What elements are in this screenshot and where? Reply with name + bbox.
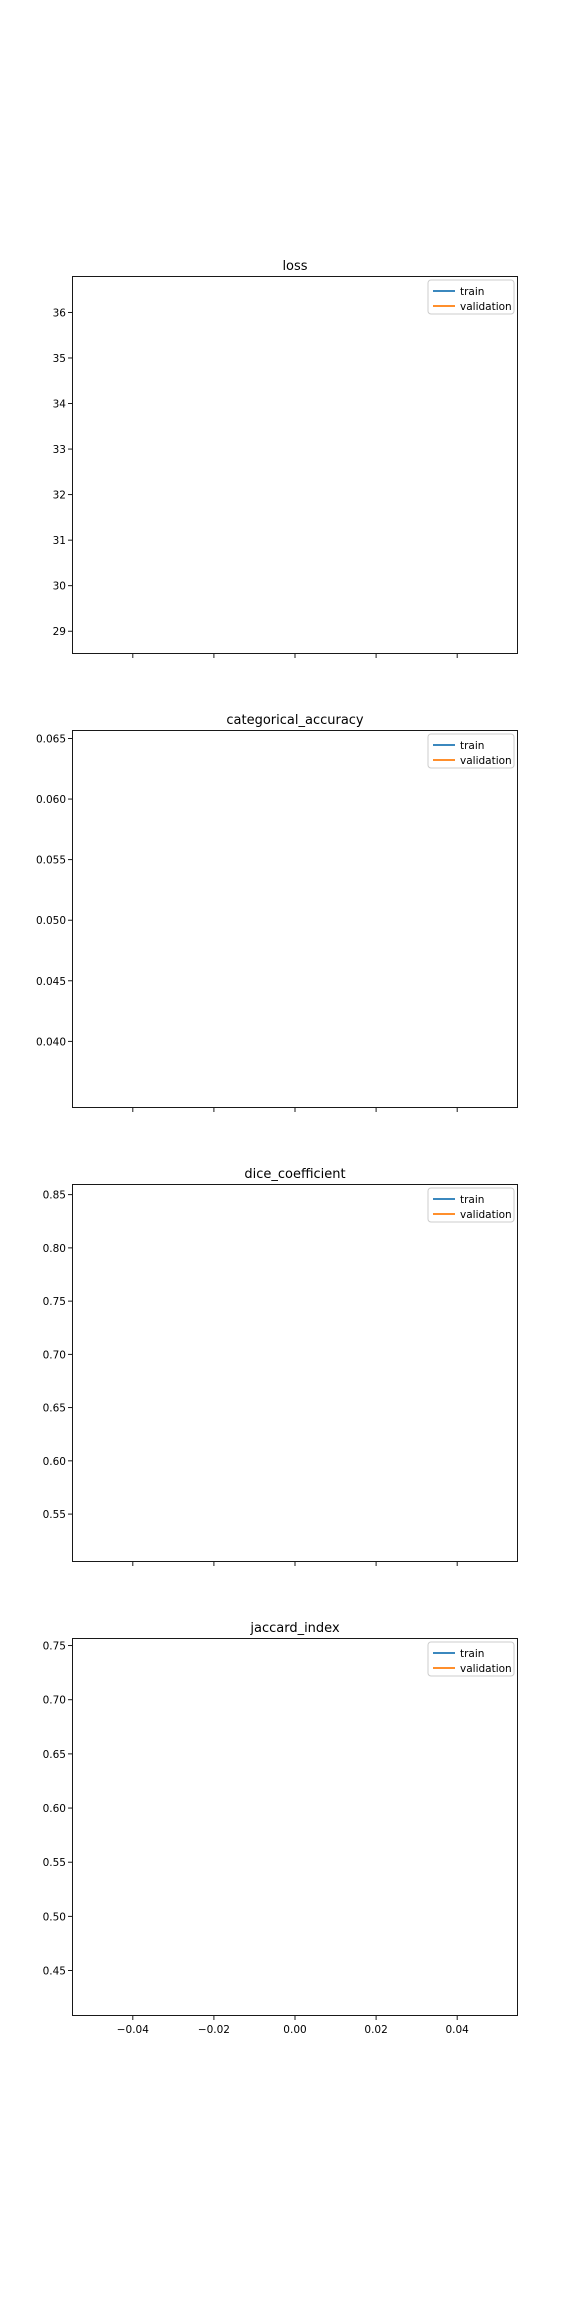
legend: train validation: [427, 1187, 515, 1223]
legend-label-train: train: [460, 740, 484, 752]
y-tick-label: 0.70: [43, 1695, 66, 1707]
y-tick-label: 0.80: [43, 1243, 66, 1255]
x-tick-label: 0.04: [445, 2024, 469, 2036]
y-tick-label: 0.060: [36, 794, 66, 806]
y-tick-label: 0.050: [36, 915, 66, 927]
legend-label-validation: validation: [460, 1663, 512, 1675]
y-tick-label: 0.65: [43, 1749, 66, 1761]
y-tick-label: 0.85: [43, 1190, 66, 1202]
y-tick-label: 32: [53, 490, 66, 502]
legend-label-validation: validation: [460, 755, 512, 767]
y-tick-label: 33: [53, 444, 66, 456]
legend: train validation: [427, 733, 515, 769]
y-tick-label: 0.040: [36, 1036, 66, 1048]
chart-title: jaccard_index: [249, 1621, 340, 1636]
axes-frame: [72, 276, 518, 654]
subplot-2: categorical_accuracy 0.040 0.045 0.050 0.055…: [36, 713, 518, 1112]
axes-frame: [72, 730, 518, 1108]
legend: train validation: [427, 1641, 515, 1677]
x-tick-label: 0.00: [283, 2024, 306, 2036]
y-tick-label: 35: [53, 353, 66, 365]
legend-label-validation: validation: [460, 301, 512, 313]
legend-label-train: train: [460, 1194, 484, 1206]
subplot-3: dice_coefficient 0.55 0.60 0.65 0.70 0.75 0.80…: [43, 1167, 518, 1566]
legend: train validation: [427, 279, 515, 315]
y-tick-label: 0.65: [43, 1403, 66, 1415]
y-tick-label: 0.065: [36, 733, 66, 745]
chart-title: dice_coefficient: [244, 1167, 345, 1182]
legend-label-validation: validation: [460, 1209, 512, 1221]
y-tick-label: 0.70: [43, 1349, 66, 1361]
chart-title: categorical_accuracy: [226, 713, 364, 728]
subplot-4: jaccard_index 0.45 0.50 0.55 0.60 0.65 0.70 0.7…: [43, 1621, 518, 2036]
x-tick-label: −0.04: [117, 2024, 149, 2036]
x-tick-label: 0.02: [364, 2024, 387, 2036]
subplot-1: loss 29 30 31 32 33 34 35 36 train validation: [53, 259, 518, 658]
subplot-panels: loss2930313233343536trainvalidationcateg…: [36, 259, 518, 2036]
y-tick-label: 0.055: [36, 855, 66, 867]
y-tick-label: 0.50: [43, 1911, 66, 1923]
legend-label-train: train: [460, 286, 484, 298]
legend-label-train: train: [460, 1648, 484, 1660]
y-tick-label: 34: [53, 399, 67, 411]
y-tick-label: 31: [53, 535, 66, 547]
y-tick-label: 0.75: [43, 1641, 66, 1653]
y-tick-label: 36: [53, 307, 67, 319]
y-tick-label: 30: [53, 581, 66, 593]
x-tick-label: −0.02: [198, 2024, 230, 2036]
axes-frame: [72, 1638, 518, 2016]
y-tick-label: 0.45: [43, 1966, 66, 1978]
chart-title: loss: [282, 259, 307, 274]
y-tick-label: 0.60: [43, 1803, 66, 1815]
y-tick-label: 0.045: [36, 976, 66, 988]
y-tick-label: 0.55: [43, 1509, 66, 1521]
y-tick-label: 0.75: [43, 1296, 66, 1308]
y-tick-label: 0.60: [43, 1456, 66, 1468]
y-tick-label: 0.55: [43, 1857, 66, 1869]
y-tick-label: 29: [53, 626, 66, 638]
axes-frame: [72, 1184, 518, 1562]
